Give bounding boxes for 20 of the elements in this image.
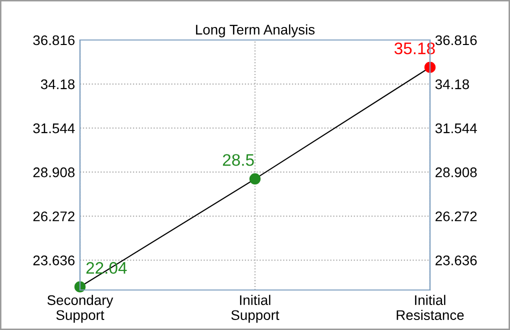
x-tick-label: Initial Resistance: [396, 294, 464, 320]
chart-title: Long Term Analysis: [196, 24, 315, 38]
y2-tick-label: 36.816: [435, 35, 477, 46]
y-tick-label: 23.636: [33, 256, 75, 266]
y2-tick-label: 26.272: [436, 211, 477, 222]
y-tick-label: 31.544: [33, 123, 75, 134]
point: [249, 173, 261, 185]
y-tick-label: 34.18: [40, 79, 75, 90]
x-tick-label: Secondary Support: [47, 294, 114, 323]
y2-tick-label: 28.908: [436, 167, 477, 178]
data-label: 28.5: [222, 154, 254, 166]
x-tick-label: Initial Support: [231, 294, 280, 323]
y2-tick-label: 31.544: [435, 123, 477, 134]
y-tick-label: 28.908: [33, 167, 75, 178]
point: [424, 62, 436, 73]
y2-tick-label: 34.18: [435, 79, 470, 90]
y-tick-label: 36.816: [33, 35, 75, 46]
y2-tick-label: 23.636: [436, 256, 477, 266]
y-tick-label: 26.272: [33, 211, 74, 222]
data-label: 35.18: [394, 42, 435, 54]
